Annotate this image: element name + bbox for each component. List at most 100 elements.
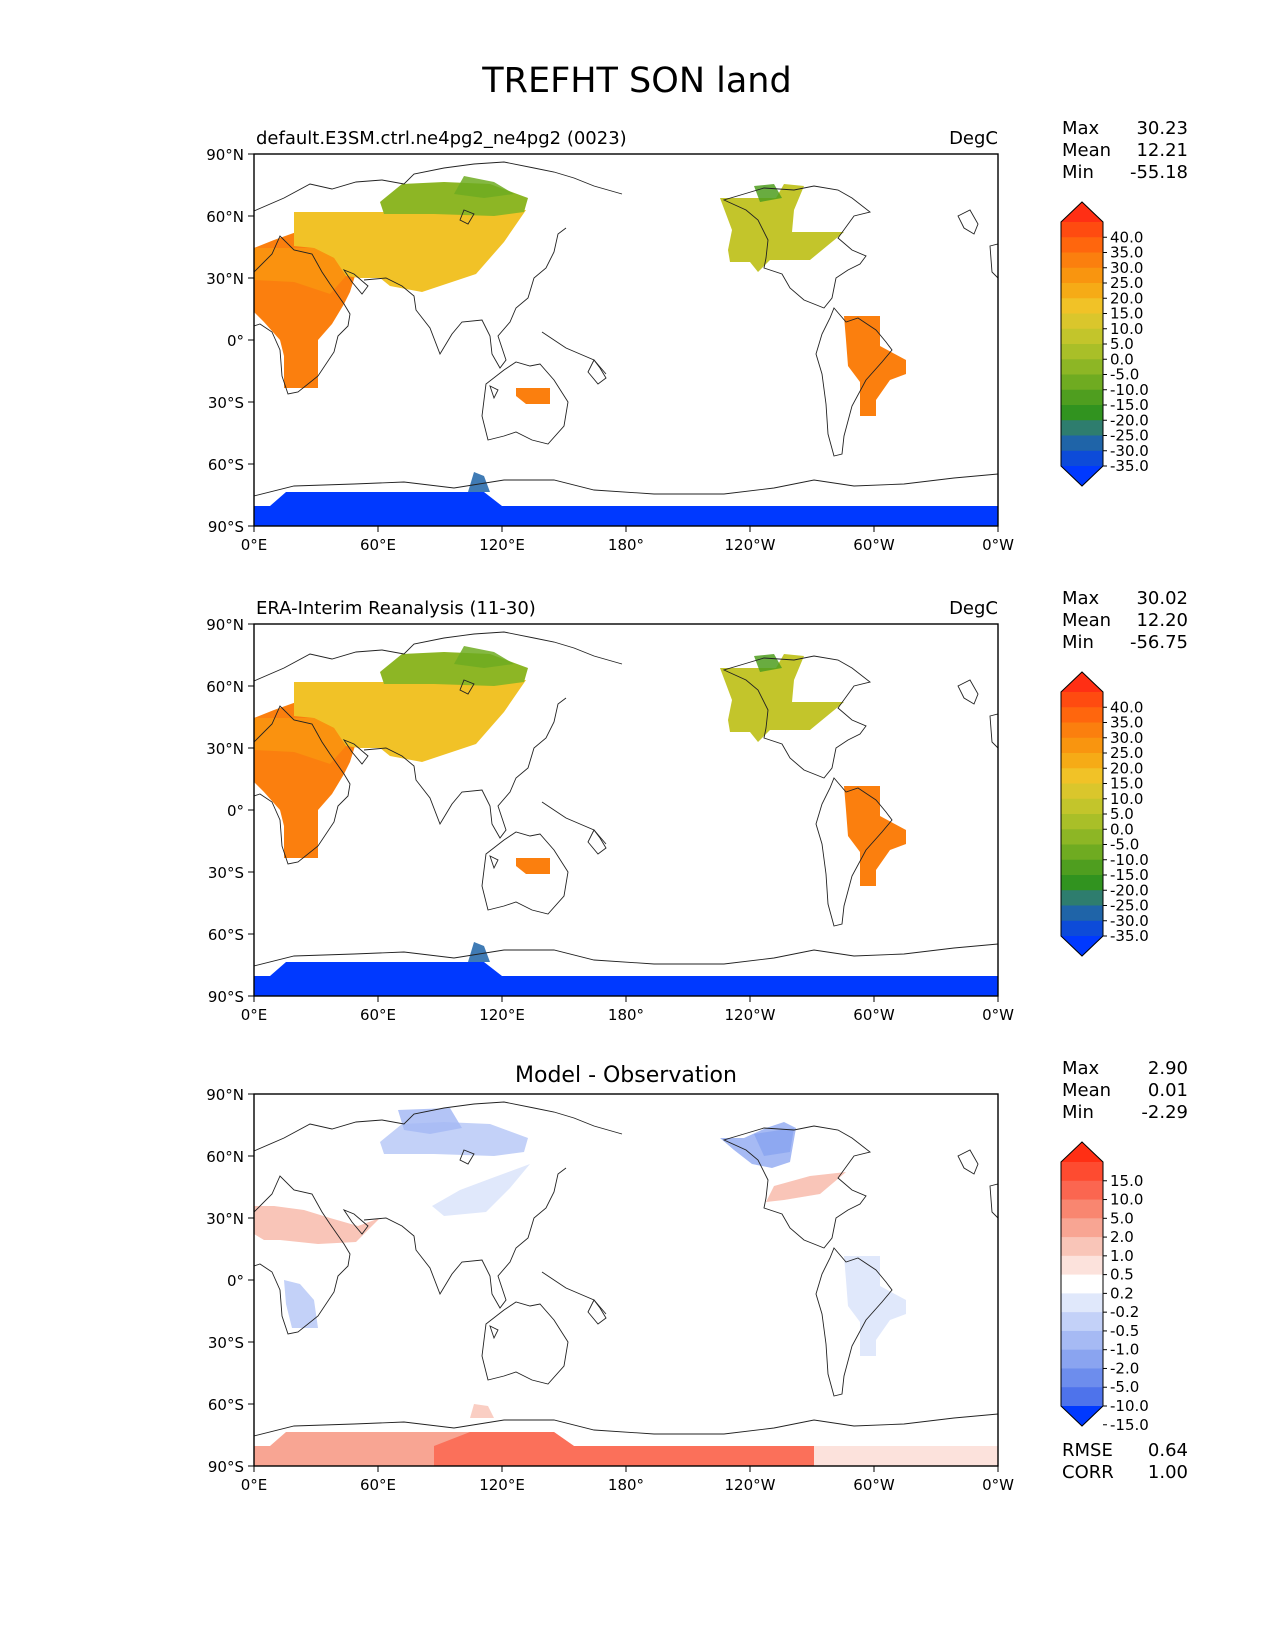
field-region-australia <box>516 388 550 404</box>
colorbar-segment <box>1061 1218 1103 1238</box>
coastline-12 <box>489 385 499 400</box>
map-background <box>254 1094 998 1466</box>
lat-tick-label: 60°N <box>206 1148 244 1166</box>
colorbar-label: -10.0 <box>1110 1397 1149 1415</box>
lon-tick-label: 120°W <box>725 1006 776 1024</box>
lon-tick-label: 120°W <box>725 536 776 554</box>
colorbar-label: 10.0 <box>1110 320 1143 338</box>
colorbar-extend-max <box>1061 202 1103 222</box>
field-accent-1 <box>754 1128 794 1156</box>
lon-tick-label: 120°W <box>725 1476 776 1494</box>
coastline-8 <box>253 1413 999 1437</box>
stat-value: -2.29 <box>1141 1102 1188 1123</box>
colorbar-label: -0.2 <box>1110 1303 1139 1321</box>
stat-label: Min <box>1062 162 1094 183</box>
stat-value: -55.18 <box>1130 162 1188 183</box>
lat-tick-label: 60°S <box>208 926 244 944</box>
lat-tick-label: 60°N <box>206 208 244 226</box>
coastline-0 <box>253 1101 623 1152</box>
field-region-south-america <box>844 786 906 886</box>
colorbar-label: 1.0 <box>1110 1247 1134 1265</box>
colorbar-segment <box>1061 313 1103 330</box>
colorbar-segment <box>1061 1312 1103 1332</box>
lon-tick-label: 0°E <box>241 1006 268 1024</box>
stat-value: 0.01 <box>1148 1080 1188 1101</box>
coastline-6 <box>722 185 872 309</box>
lat-tick-label: 30°S <box>208 394 244 412</box>
lon-tick-label: 0°E <box>241 1476 268 1494</box>
stat-label: Min <box>1062 1102 1094 1123</box>
coastline-8 <box>253 943 999 967</box>
colorbar-label: 15.0 <box>1110 775 1143 793</box>
colorbar-label: -15.0 <box>1110 396 1149 414</box>
coastline-7 <box>815 1247 893 1397</box>
colorbar-label: 25.0 <box>1110 744 1143 762</box>
colorbar-label: -30.0 <box>1110 442 1149 460</box>
colorbar-segment <box>1061 252 1103 269</box>
colorbar-label: 40.0 <box>1110 698 1143 716</box>
map-background <box>254 154 998 526</box>
lon-tick-label: 60°E <box>360 536 396 554</box>
panel-units: DegC <box>949 128 998 149</box>
lon-tick-label: 120°E <box>479 536 525 554</box>
panel-title-center: Model - Observation <box>515 1063 737 1088</box>
colorbar-label: 0.5 <box>1110 1266 1134 1284</box>
field-region-australia <box>516 858 550 874</box>
stat-label: Max <box>1062 1058 1100 1079</box>
field-region-eastern-usa <box>766 1172 846 1202</box>
colorbar-segment <box>1061 829 1103 845</box>
coastline-0 <box>253 631 623 682</box>
lon-tick-label: 60°W <box>853 536 895 554</box>
coastline-0 <box>253 161 623 212</box>
colorbar-segment <box>1061 1349 1103 1369</box>
colorbar-segment <box>1061 374 1103 391</box>
coastline-1 <box>253 705 351 865</box>
lat-tick-label: 90°N <box>206 146 244 164</box>
metric-value: 0.64 <box>1148 1440 1188 1461</box>
lat-tick-label: 90°N <box>206 1086 244 1104</box>
stat-value: 2.90 <box>1148 1058 1188 1079</box>
colorbar-segment <box>1061 707 1103 723</box>
field-accent-3 <box>434 1432 814 1466</box>
colorbar-segment <box>1061 389 1103 406</box>
colorbar-label: -5.0 <box>1110 1378 1139 1396</box>
colorbar-segment <box>1061 844 1103 861</box>
coastline-11 <box>459 209 475 225</box>
lon-tick-label: 0°W <box>982 1476 1014 1494</box>
colorbar-label: 5.0 <box>1110 335 1134 353</box>
colorbar-segment <box>1061 420 1103 436</box>
colorbar-label: 30.0 <box>1110 729 1143 747</box>
colorbar-extend-min <box>1061 936 1103 956</box>
colorbar-label: 5.0 <box>1110 1209 1134 1227</box>
colorbar-segment <box>1061 435 1103 452</box>
map-area <box>253 623 999 997</box>
lat-tick-label: 90°N <box>206 616 244 634</box>
colorbar-label: -10.0 <box>1110 381 1149 399</box>
colorbar-label: -20.0 <box>1110 411 1149 429</box>
map-area <box>253 153 999 527</box>
colorbar-segment <box>1061 1330 1103 1351</box>
colorbar: 40.035.030.025.020.015.010.05.00.0-5.0-1… <box>1060 671 1149 957</box>
colorbar-segment <box>1061 890 1103 906</box>
colorbar-label: 0.0 <box>1110 350 1134 368</box>
map-background <box>254 624 998 996</box>
stat-label: Mean <box>1062 140 1111 161</box>
colorbar-segment <box>1061 1237 1103 1257</box>
coastline-1 <box>253 1175 351 1335</box>
colorbar-segment <box>1061 814 1103 830</box>
colorbar-label: 35.0 <box>1110 244 1143 262</box>
field-accent-1 <box>454 176 514 198</box>
coastline-2 <box>342 269 369 295</box>
colorbar-segment <box>1061 1368 1103 1388</box>
stat-value: -56.75 <box>1130 632 1188 653</box>
colorbar-segment <box>1061 1162 1103 1182</box>
colorbar-label: -20.0 <box>1110 881 1149 899</box>
field-accent-2 <box>470 1404 494 1418</box>
colorbar-segment <box>1061 783 1103 800</box>
colorbar-segment <box>1061 237 1103 253</box>
lon-tick-label: 120°E <box>479 1476 525 1494</box>
lon-tick-label: 180° <box>608 1476 644 1494</box>
lon-tick-label: 60°W <box>853 1476 895 1494</box>
colorbar-segment <box>1061 875 1103 891</box>
field-accent-3 <box>468 942 490 962</box>
